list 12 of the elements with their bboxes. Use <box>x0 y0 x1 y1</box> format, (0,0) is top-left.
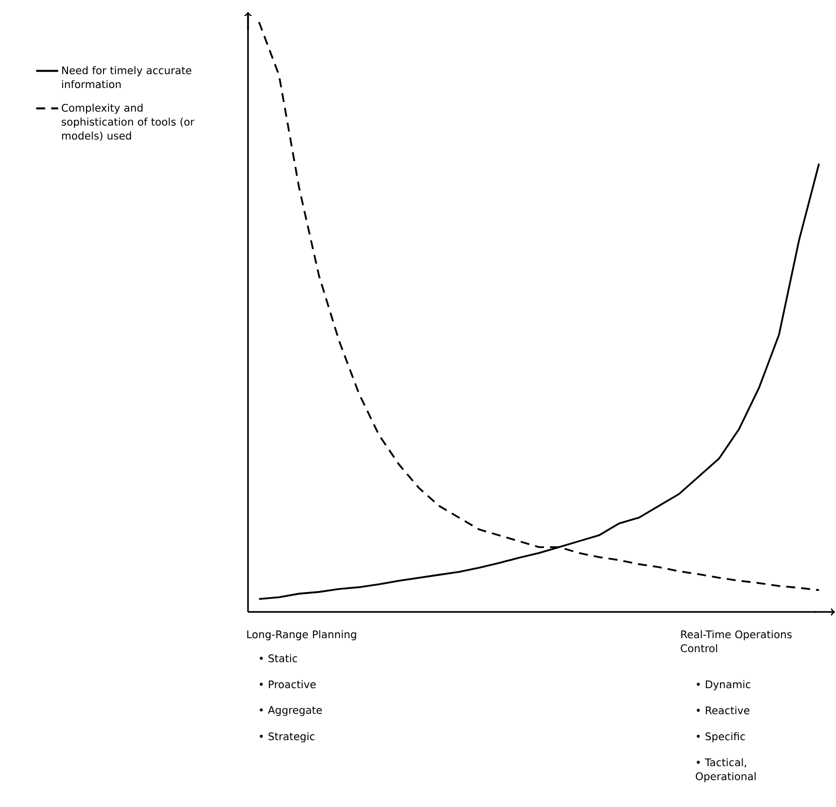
text: Real-Time Operations Control <box>680 630 792 652</box>
text: • Dynamic <box>696 680 750 690</box>
legend-label: Need for timely accurate information <box>62 66 192 88</box>
text: • Aggregate <box>260 706 322 716</box>
text: • Specific <box>696 732 745 742</box>
text: • Reactive <box>696 706 750 714</box>
text: • Tactical, Operational <box>696 758 756 782</box>
text: Long-Range Planning <box>247 630 356 640</box>
text: • Static <box>260 654 298 662</box>
legend-label: Complexity and sophistication of tools (or models) used <box>62 104 194 141</box>
text: • Proactive <box>260 680 316 688</box>
text: • Strategic <box>260 732 314 742</box>
